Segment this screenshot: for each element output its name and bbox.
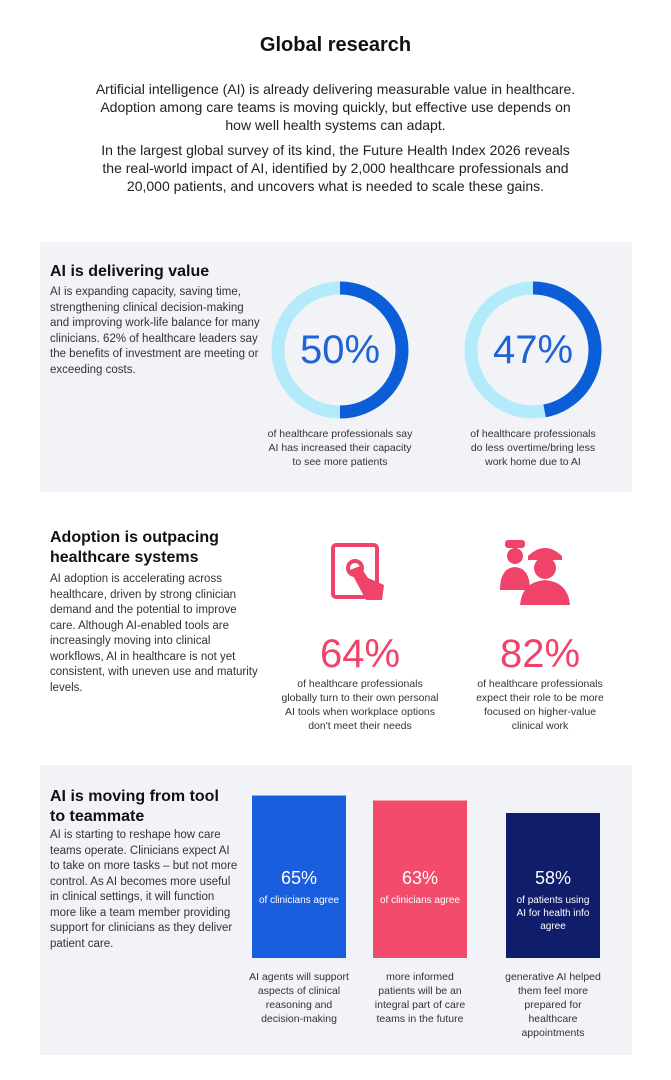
stat-caption: of healthcare professionals globally tur…: [281, 678, 439, 732]
stat-label: 50%: [299, 328, 381, 372]
stat-label: 82%: [499, 632, 581, 676]
section-body: AI is starting to reshape how care teams…: [50, 829, 238, 950]
stat-caption: of healthcare professionals say AI has i…: [267, 428, 413, 468]
stat-label: 58%: [534, 868, 572, 888]
stat-label: 47%: [492, 328, 574, 372]
stat-caption: generative AI helped them feel more prep…: [505, 971, 601, 1039]
stat-note: of clinicians agree: [258, 895, 340, 906]
stat-label: 63%: [401, 868, 439, 888]
clinician-icon: [500, 540, 570, 605]
bar: [252, 795, 346, 958]
stat-caption: more informed patients will be an integr…: [374, 971, 466, 1025]
stat-caption: of healthcare professionals expect their…: [476, 678, 604, 732]
stat-label: 65%: [280, 868, 318, 888]
section-title: AI is moving from tool to teammate: [50, 788, 219, 825]
section-body: AI is expanding capacity, saving time, s…: [50, 286, 260, 376]
donut-arc: [532, 281, 602, 418]
stat-label: 64%: [319, 632, 401, 676]
bar: [373, 800, 467, 958]
stat-caption: of healthcare professionals do less over…: [470, 428, 596, 468]
bar: [506, 813, 600, 958]
section-body: AI adoption is accelerating across healt…: [50, 573, 258, 694]
touch-icon: [331, 543, 384, 600]
intro: Artificial intelligence (AI) is already …: [95, 81, 576, 133]
stat-note: of clinicians agree: [379, 895, 461, 906]
section-title: AI is delivering value: [50, 263, 210, 280]
intro: In the largest global survey of its kind…: [101, 142, 570, 194]
stat-note: of patients using AI for health info agr…: [516, 895, 590, 932]
page-title: Global research: [259, 34, 412, 56]
stat-caption: AI agents will support aspects of clinic…: [249, 971, 349, 1025]
donut-arc: [339, 281, 409, 419]
section-title: Adoption is outpacing healthcare systems: [50, 529, 219, 566]
